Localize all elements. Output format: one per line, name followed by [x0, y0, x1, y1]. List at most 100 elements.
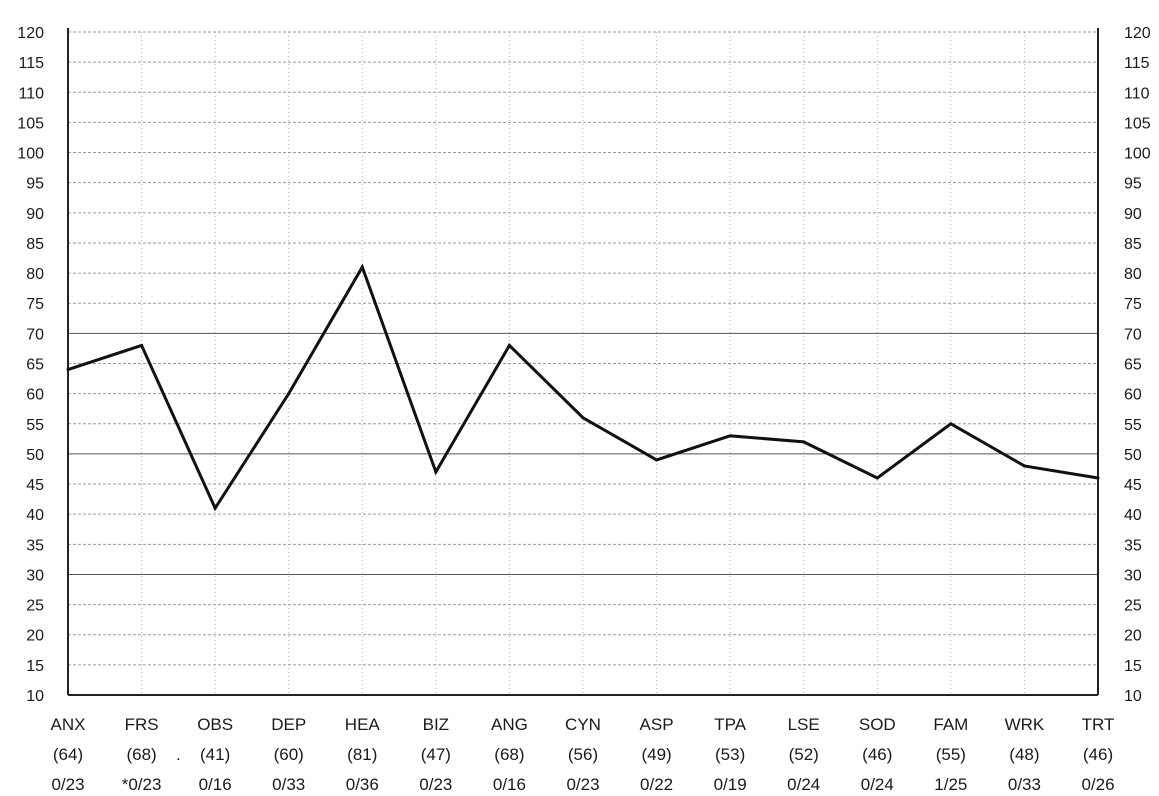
y-tick-label-left: 35	[26, 537, 44, 554]
score-label: (68)	[126, 745, 156, 764]
category-label: TRT	[1082, 715, 1115, 734]
item-count-label: 1/25	[934, 775, 967, 794]
category-label: SOD	[859, 715, 896, 734]
y-tick-label-left: 95	[26, 176, 44, 193]
item-count-label: 0/19	[714, 775, 747, 794]
y-tick-label-right: 80	[1124, 266, 1142, 283]
y-tick-label-right: 115	[1124, 55, 1150, 72]
axis-layer	[67, 28, 1099, 696]
score-label: (64)	[53, 745, 83, 764]
data-point-anx	[66, 368, 70, 372]
y-tick-label-right: 120	[1124, 25, 1151, 42]
category-label: FAM	[933, 715, 968, 734]
score-label: (47)	[421, 745, 451, 764]
data-point-tpa	[728, 434, 732, 438]
item-count-label: *0/23	[122, 775, 162, 794]
x-axis-category-labels: ANX (64) 0/23 FRS (68) *0/23 OBS (41) 0/16 DEP (60…	[51, 715, 1115, 794]
item-count-label: 0/36	[346, 775, 379, 794]
category-label: CYN	[565, 715, 601, 734]
category-label: FRS	[125, 715, 159, 734]
y-tick-label-right: 40	[1124, 507, 1142, 524]
y-tick-label-left: 120	[17, 25, 44, 42]
y-tick-label-left: 65	[26, 357, 44, 374]
data-point-ang	[507, 343, 511, 347]
y-tick-label-right: 55	[1124, 417, 1142, 434]
category-label: ANX	[51, 715, 86, 734]
item-count-label: 0/24	[787, 775, 820, 794]
y-tick-label-right: 35	[1124, 537, 1142, 554]
category-label: OBS	[197, 715, 233, 734]
category-label: DEP	[271, 715, 306, 734]
data-point-wrk	[1022, 464, 1026, 468]
y-tick-label-right: 95	[1124, 176, 1142, 193]
y-tick-label-left: 60	[26, 387, 44, 404]
y-axis-right-ticks: 10 15 20 25 30 35 40 45 50 55 60 65 70 75 80 85 90 95 100 1…	[1124, 25, 1151, 705]
score-label: (68)	[494, 745, 524, 764]
y-tick-label-right: 45	[1124, 477, 1142, 494]
y-tick-label-left: 90	[26, 206, 44, 223]
y-axis-left-ticks: 10 15 20 25 30 35 40 45 50 55 60 65 70 75 80 85 90 95 100 1…	[17, 25, 44, 705]
stray-mark: .	[176, 745, 181, 764]
score-label: (46)	[862, 745, 892, 764]
item-count-label: 0/24	[861, 775, 894, 794]
item-count-label: 0/23	[566, 775, 599, 794]
score-label: (53)	[715, 745, 745, 764]
data-point-lse	[802, 440, 806, 444]
y-tick-label-left: 20	[26, 628, 44, 645]
y-tick-label-left: 55	[26, 417, 44, 434]
y-tick-label-left: 25	[26, 598, 44, 615]
y-tick-label-right: 100	[1124, 146, 1151, 163]
item-count-label: 0/22	[640, 775, 673, 794]
y-tick-label-left: 85	[26, 236, 44, 253]
item-count-label: 0/23	[419, 775, 452, 794]
data-point-asp	[655, 458, 659, 462]
score-label: (41)	[200, 745, 230, 764]
y-tick-label-right: 25	[1124, 598, 1142, 615]
y-tick-label-left: 15	[26, 658, 44, 675]
item-count-label: 0/16	[493, 775, 526, 794]
y-tick-label-right: 50	[1124, 447, 1142, 464]
category-label: WRK	[1005, 715, 1045, 734]
y-tick-label-right: 85	[1124, 236, 1142, 253]
data-point-hea	[360, 265, 364, 269]
category-label: ASP	[640, 715, 674, 734]
data-point-sod	[875, 476, 879, 480]
grid-layer	[68, 31, 1098, 695]
category-label: HEA	[345, 715, 381, 734]
score-label: (52)	[789, 745, 819, 764]
y-tick-label-left: 100	[17, 146, 44, 163]
y-tick-label-right: 65	[1124, 357, 1142, 374]
series-layer	[66, 263, 1100, 512]
item-count-label: 0/33	[1008, 775, 1041, 794]
y-tick-label-left: 80	[26, 266, 44, 283]
item-count-label: 0/23	[51, 775, 84, 794]
item-count-label: 0/33	[272, 775, 305, 794]
y-tick-label-left: 115	[18, 55, 44, 72]
y-tick-label-left: 75	[26, 296, 44, 313]
y-tick-label-right: 105	[1124, 115, 1151, 132]
y-tick-label-left: 110	[18, 85, 44, 102]
y-tick-label-right: 110	[1124, 85, 1150, 102]
y-tick-label-right: 60	[1124, 387, 1142, 404]
category-label: TPA	[714, 715, 746, 734]
item-count-label: 0/26	[1081, 775, 1114, 794]
y-tick-label-right: 20	[1124, 628, 1142, 645]
category-label: LSE	[788, 715, 820, 734]
y-tick-label-left: 50	[26, 447, 44, 464]
data-point-fam	[949, 422, 953, 426]
item-count-label: 0/16	[199, 775, 232, 794]
data-point-trt	[1096, 476, 1100, 480]
y-tick-label-right: 30	[1124, 567, 1142, 584]
y-tick-label-right: 10	[1124, 688, 1142, 705]
score-label: (56)	[568, 745, 598, 764]
y-tick-label-right: 90	[1124, 206, 1142, 223]
score-label: (60)	[274, 745, 304, 764]
y-tick-label-left: 70	[26, 326, 44, 343]
y-tick-label-left: 40	[26, 507, 44, 524]
category-label: BIZ	[423, 715, 449, 734]
y-tick-label-left: 105	[17, 115, 44, 132]
score-label: (49)	[641, 745, 671, 764]
data-point-cyn	[581, 416, 585, 420]
y-tick-label-right: 70	[1124, 326, 1142, 343]
